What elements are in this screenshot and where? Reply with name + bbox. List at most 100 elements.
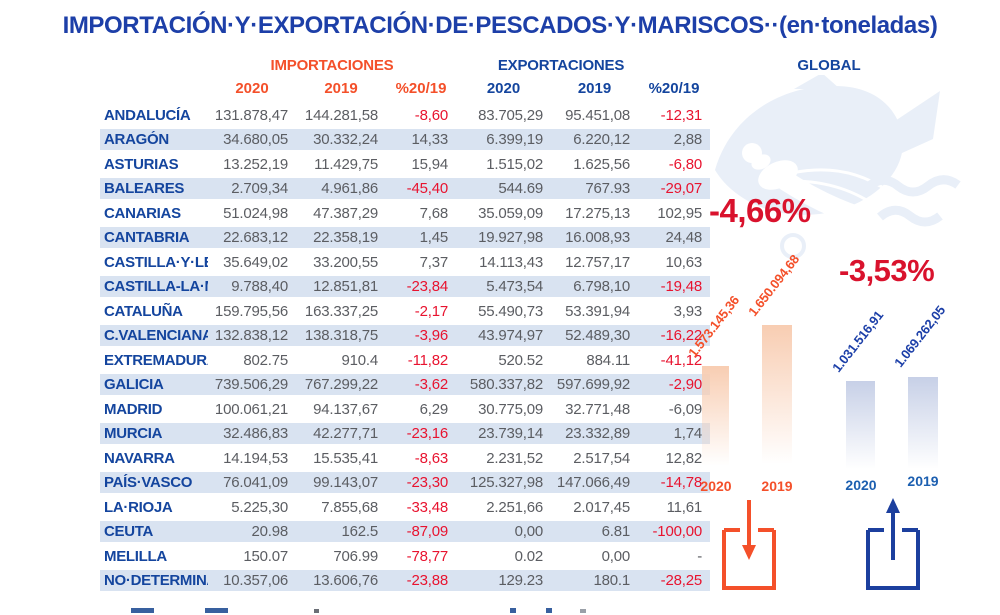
table-row: MURCIA 32.486,83 42.277,71 -23,16 23.739… — [100, 421, 710, 446]
cutoff-text-fragment — [546, 608, 552, 613]
cell-imp-2019: 12.851,81 — [313, 278, 378, 296]
export-box-up-arrow-icon — [866, 498, 920, 590]
cell-imp-pct: -3,62 — [414, 376, 448, 394]
cutoff-text-fragment — [580, 609, 586, 613]
cell-imp-2020: 132.838,12 — [214, 327, 288, 345]
cell-exp-2019: 52.489,30 — [565, 327, 630, 345]
cell-exp-pct: -6,09 — [668, 400, 702, 418]
table-row: CATALUÑA 159.795,56 163.337,25 -2,17 55.… — [100, 299, 710, 324]
cutoff-text-fragment — [314, 609, 319, 613]
region-name: CEUTA — [104, 523, 154, 541]
global-import-change: -4,66% — [709, 192, 811, 229]
cell-exp-pct: 11,61 — [666, 498, 703, 516]
cell-exp-pct: -29,07 — [660, 180, 703, 198]
table-row: MELILLA 150.07 706.99 -78,77 0.02 0,00 - — [100, 544, 710, 569]
region-name: CASTILLA-LA·MANCHA — [104, 278, 208, 296]
cell-exp-2019: 23.332,89 — [565, 425, 630, 443]
export-bar-value-2020: 1.031.516,91 — [829, 307, 887, 375]
export-bar-year-2020: 2020 — [845, 477, 877, 493]
cell-exp-2020: 2.231,52 — [486, 449, 543, 467]
cell-exp-2019: 180.1 — [593, 572, 630, 590]
cell-exp-2019: 12.757,17 — [565, 253, 630, 271]
cell-exp-2019: 0,00 — [601, 547, 631, 565]
cell-exp-2020: 125.327,98 — [469, 474, 543, 492]
region-name: ANDALUCÍA — [104, 106, 191, 124]
import-bar-year-2020: 2020 — [700, 478, 732, 494]
cell-imp-2020: 159.795,56 — [214, 302, 288, 320]
cutoff-text-fragment — [510, 608, 516, 613]
cell-exp-2020: 0.02 — [514, 547, 544, 565]
cell-imp-pct: -45,40 — [406, 180, 449, 198]
cell-imp-2019: 138.318,75 — [304, 327, 378, 345]
cell-exp-2019: 147.066,49 — [556, 474, 630, 492]
region-name: LA·RIOJA — [104, 498, 173, 516]
region-name: GALICIA — [104, 376, 164, 394]
cell-exp-2020: 1.515,02 — [486, 155, 543, 173]
cell-exp-2020: 55.490,73 — [478, 302, 543, 320]
table-row: PAÍS·VASCO 76.041,09 99.143,07 -23,30 12… — [100, 470, 710, 495]
region-name: MURCIA — [104, 425, 163, 443]
table-row: NO·DETERMINADO 10.357,06 13.606,76 -23,8… — [100, 568, 710, 593]
cell-exp-2019: 597.699,92 — [556, 376, 630, 394]
table-row: BALEARES 2.709,34 4.961,86 -45,40 544.69… — [100, 176, 710, 201]
region-name: EXTREMADURA — [104, 351, 208, 369]
cell-imp-pct: 1,45 — [419, 229, 449, 247]
cell-imp-2019: 13.606,76 — [313, 572, 378, 590]
cell-exp-2020: 2.251,66 — [486, 498, 543, 516]
cell-imp-2019: 162.5 — [341, 523, 378, 541]
cell-imp-2020: 34.680,05 — [223, 131, 288, 149]
cell-imp-pct: -87,09 — [406, 523, 449, 541]
cell-exp-2019: 6.798,10 — [573, 278, 630, 296]
cell-exp-pct: 10,63 — [665, 253, 702, 271]
cell-exp-pct: -100,00 — [652, 523, 703, 541]
cell-exp-2020: 23.739,14 — [478, 425, 543, 443]
cell-imp-2019: 144.281,58 — [304, 106, 378, 124]
cell-exp-pct: -41,12 — [660, 351, 703, 369]
table-row: ASTURIAS 13.252,19 11.429,75 15,94 1.515… — [100, 152, 710, 177]
cell-exp-2020: 6.399,19 — [486, 131, 543, 149]
cell-exp-2019: 767.93 — [585, 180, 630, 198]
cell-exp-pct: 102,95 — [657, 204, 702, 222]
cell-exp-2020: 83.705,29 — [478, 106, 543, 124]
cell-exp-2020: 129.23 — [498, 572, 543, 590]
table-row: CANTABRIA 22.683,12 22.358,19 1,45 19.92… — [100, 225, 710, 250]
table-row: GALICIA 739.506,29 767.299,22 -3,62 580.… — [100, 372, 710, 397]
cell-exp-pct: 24,48 — [665, 229, 702, 247]
region-name: PAÍS·VASCO — [104, 474, 193, 492]
cell-exp-2019: 2.517,54 — [573, 449, 630, 467]
cell-imp-pct: -33,48 — [406, 498, 449, 516]
import-bar-2019 — [762, 325, 792, 470]
group-header-global: GLOBAL — [797, 57, 861, 74]
cell-imp-2019: 94.137,67 — [313, 400, 378, 418]
cell-imp-2019: 99.143,07 — [313, 474, 378, 492]
cell-exp-2020: 19.927,98 — [478, 229, 543, 247]
export-bar-year-2019: 2019 — [907, 473, 939, 489]
cell-imp-2020: 739.506,29 — [214, 376, 288, 394]
cell-exp-pct: - — [697, 547, 702, 565]
cell-exp-2019: 884.11 — [586, 351, 630, 369]
cell-exp-pct: -28,25 — [660, 572, 703, 590]
cell-imp-pct: 14,33 — [411, 131, 448, 149]
cell-exp-pct: -2,90 — [668, 376, 702, 394]
cell-imp-2020: 2.709,34 — [231, 180, 288, 198]
region-name: CANARIAS — [104, 204, 181, 222]
column-header-imp-2020: 2020 — [235, 80, 269, 97]
cutoff-text-fragment — [205, 608, 228, 613]
column-header-region — [100, 80, 208, 97]
column-header-exp-2019: 2019 — [577, 80, 612, 97]
cell-exp-2019: 6.81 — [601, 523, 631, 541]
cell-imp-pct: -23,88 — [406, 572, 449, 590]
cutoff-text-fragment — [131, 608, 154, 613]
group-header-exportaciones: EXPORTACIONES — [497, 57, 625, 74]
table-row: ANDALUCÍA 131.878,47 144.281,58 -8,60 83… — [100, 103, 710, 128]
cell-imp-2019: 15.535,41 — [313, 449, 378, 467]
cell-imp-2020: 10.357,06 — [223, 572, 288, 590]
cell-imp-pct: -23,30 — [406, 474, 449, 492]
cell-imp-pct: -11,82 — [407, 351, 448, 369]
cell-imp-2020: 131.878,47 — [214, 106, 288, 124]
cell-imp-pct: -2,17 — [414, 302, 448, 320]
cell-imp-2020: 51.024,98 — [223, 204, 288, 222]
table-row: MADRID 100.061,21 94.137,67 6,29 30.775,… — [100, 397, 710, 422]
region-name: CATALUÑA — [104, 302, 183, 320]
